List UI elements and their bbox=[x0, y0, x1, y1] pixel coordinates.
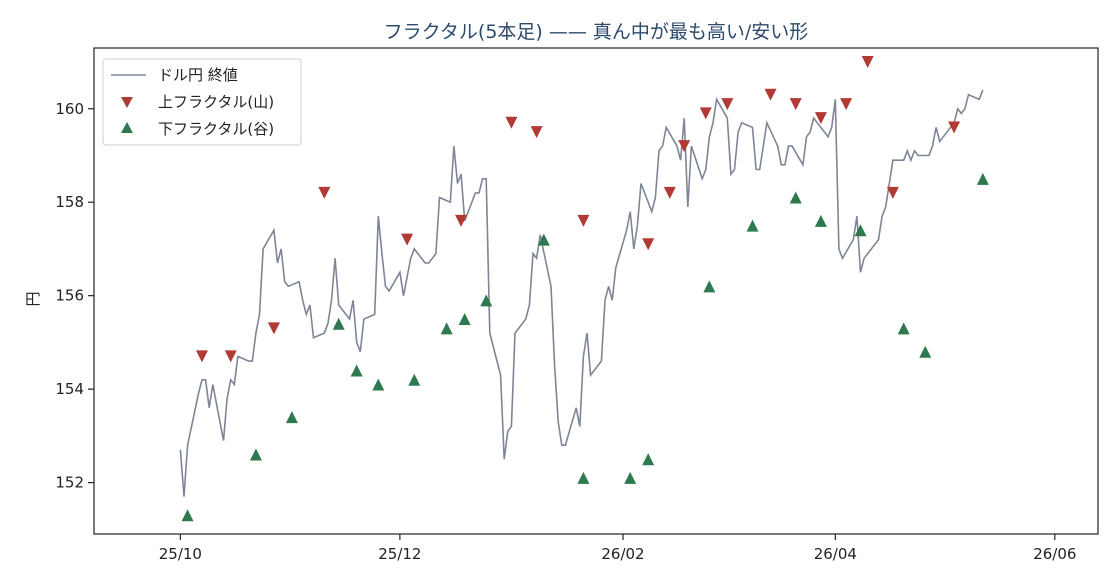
upper-fractal-marker bbox=[663, 186, 676, 199]
legend-label-lower-fractal: 下フラクタル(谷) bbox=[158, 120, 274, 138]
lower-fractal-marker bbox=[408, 373, 421, 386]
lower-fractal-marker bbox=[814, 214, 827, 227]
x-tick-label: 26/06 bbox=[1033, 545, 1076, 563]
lower-fractal-marker bbox=[249, 448, 262, 461]
upper-fractal-marker bbox=[678, 140, 691, 153]
x-axis: 25/10 25/12 26/02 26/04 26/06 bbox=[159, 534, 1076, 563]
lower-fractal-marker bbox=[624, 471, 637, 484]
upper-fractal-marker bbox=[505, 116, 518, 129]
legend-up-triangle-icon bbox=[121, 122, 133, 133]
lower-fractal-marker bbox=[440, 322, 453, 335]
legend-down-triangle-icon bbox=[121, 97, 133, 108]
lower-fractal-marker bbox=[746, 219, 759, 232]
legend-label-upper-fractal: 上フラクタル(山) bbox=[158, 93, 274, 111]
y-axis: 152 154 156 158 160 bbox=[55, 100, 94, 492]
upper-fractal-marker bbox=[318, 186, 331, 199]
upper-fractal-marker bbox=[267, 322, 280, 335]
y-tick-label: 152 bbox=[55, 474, 84, 492]
x-tick-label: 25/10 bbox=[159, 545, 202, 563]
lower-fractal-marker bbox=[577, 471, 590, 484]
upper-fractal-marker bbox=[577, 214, 590, 227]
lower-fractal-marker bbox=[458, 313, 471, 326]
lower-fractal-marker bbox=[181, 509, 194, 522]
upper-fractal-marker bbox=[948, 121, 961, 134]
lower-fractal-marker bbox=[372, 378, 385, 391]
lower-fractal-marker bbox=[285, 411, 298, 424]
upper-fractal-marker bbox=[455, 214, 468, 227]
upper-fractal-marker bbox=[721, 98, 734, 111]
upper-fractal-marker bbox=[764, 88, 777, 101]
legend-label-close: ドル円 終値 bbox=[158, 66, 238, 84]
y-tick-label: 158 bbox=[55, 193, 84, 211]
x-tick-label: 26/02 bbox=[601, 545, 644, 563]
upper-fractal-marker bbox=[840, 98, 853, 111]
y-tick-label: 154 bbox=[55, 380, 84, 398]
lower-fractal-marker bbox=[480, 294, 493, 307]
legend-box bbox=[102, 58, 302, 146]
upper-fractal-marker bbox=[530, 126, 543, 139]
y-tick-label: 156 bbox=[55, 287, 84, 305]
close-price-line bbox=[179, 89, 984, 497]
lower-fractal-marker bbox=[789, 191, 802, 204]
lower-fractal-marker bbox=[854, 224, 867, 237]
lower-fractal-marker bbox=[332, 317, 345, 330]
legend: ドル円 終値 上フラクタル(山) 下フラクタル(谷) bbox=[102, 58, 302, 146]
upper-fractal-marker bbox=[699, 107, 712, 120]
y-tick-label: 160 bbox=[55, 100, 84, 118]
chart-title: フラクタル(5本足) —— 真ん中が最も高い/安い形 bbox=[384, 21, 809, 43]
y-axis-label: 円 bbox=[24, 291, 42, 306]
upper-fractal-marker bbox=[224, 350, 237, 363]
upper-fractal-marker bbox=[401, 233, 414, 246]
upper-fractal-marker bbox=[861, 56, 874, 69]
upper-fractal-marker bbox=[814, 112, 827, 125]
plot-frame bbox=[93, 47, 1099, 535]
plot-area bbox=[179, 56, 989, 522]
lower-fractal-marker bbox=[897, 322, 910, 335]
x-tick-label: 26/04 bbox=[814, 545, 857, 563]
upper-fractal-marker bbox=[642, 238, 655, 251]
lower-fractal-marker bbox=[642, 453, 655, 466]
x-tick-label: 25/12 bbox=[378, 545, 421, 563]
lower-fractal-marker bbox=[537, 233, 550, 246]
upper-fractal-marker bbox=[789, 98, 802, 111]
lower-fractal-marker bbox=[703, 280, 716, 293]
lower-fractal-marker bbox=[976, 172, 989, 185]
upper-fractal-marker bbox=[886, 186, 899, 199]
lower-fractal-marker bbox=[350, 364, 363, 377]
lower-fractal-marker bbox=[919, 345, 932, 358]
upper-fractal-marker bbox=[195, 350, 208, 363]
